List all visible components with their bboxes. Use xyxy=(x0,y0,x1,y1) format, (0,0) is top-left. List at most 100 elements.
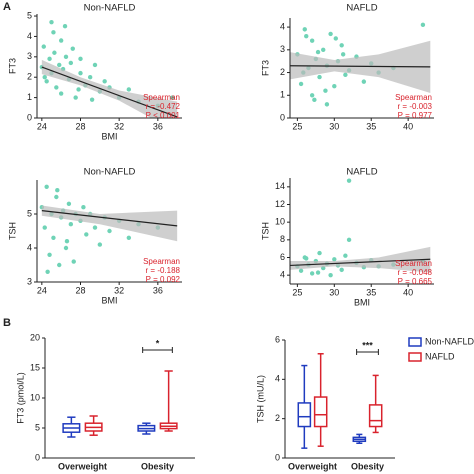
y-tick-label: 3 xyxy=(27,276,32,286)
point xyxy=(78,56,83,62)
point xyxy=(97,242,103,247)
annotation: r = -0.472 xyxy=(146,102,181,111)
point xyxy=(420,22,426,28)
y-axis-label: TSH xyxy=(7,222,17,240)
point xyxy=(343,253,348,258)
point xyxy=(58,91,64,96)
point xyxy=(66,201,72,206)
chart-title: NAFLD xyxy=(346,3,377,14)
chart-title: Non-NAFLD xyxy=(84,3,136,14)
y-tick-label: 4 xyxy=(27,31,32,41)
y-tick-label: 10 xyxy=(30,392,40,402)
y-tick-label: 5 xyxy=(27,10,32,20)
point xyxy=(70,46,75,51)
point xyxy=(107,228,112,234)
point xyxy=(102,79,107,84)
point xyxy=(41,44,46,49)
point xyxy=(317,74,322,80)
y-tick-label: 15 xyxy=(30,362,40,372)
y-tick-label: 4 xyxy=(275,374,280,384)
point xyxy=(76,87,81,92)
point xyxy=(304,33,309,39)
x-tick-label: 32 xyxy=(114,285,124,295)
point xyxy=(47,56,52,62)
point xyxy=(309,271,315,276)
box xyxy=(368,404,383,428)
confidence-band xyxy=(290,246,431,273)
point xyxy=(51,235,56,240)
point xyxy=(309,93,315,98)
y-tick-label: 14 xyxy=(275,181,285,191)
significance-label: *** xyxy=(362,340,373,350)
box xyxy=(297,402,312,428)
y-tick-label: 2 xyxy=(280,67,285,77)
x-axis-label: BMI xyxy=(101,131,117,141)
point xyxy=(84,232,89,237)
x-tick-label: 35 xyxy=(366,121,376,131)
annotation: P = 0.977 xyxy=(398,111,433,120)
y-tick-label: 1 xyxy=(280,90,285,100)
point xyxy=(317,250,322,256)
x-tick-label: 36 xyxy=(153,121,163,131)
point xyxy=(81,205,86,210)
x-tick-label: 35 xyxy=(366,287,376,297)
point xyxy=(170,95,175,100)
point xyxy=(52,50,57,55)
chart-title: NAFLD xyxy=(346,167,377,178)
x-tick-label: 40 xyxy=(403,121,413,131)
point xyxy=(68,60,74,66)
y-tick-label: 3 xyxy=(280,44,285,54)
point xyxy=(54,85,59,90)
point xyxy=(64,239,70,244)
x-tick-label: Obesity xyxy=(351,461,384,471)
point xyxy=(51,30,56,35)
legend-label: Non-NAFLD xyxy=(425,336,474,346)
annotation: r = -0.003 xyxy=(398,102,433,111)
trend-line xyxy=(41,66,178,118)
annotation: Spearman xyxy=(143,257,180,266)
panel-label: B xyxy=(3,317,11,329)
x-tick-label: 30 xyxy=(329,287,339,297)
point xyxy=(63,54,69,60)
confidence-band xyxy=(41,59,178,118)
y-tick-label: 0 xyxy=(27,112,32,122)
point xyxy=(62,24,68,29)
y-tick-label: 6 xyxy=(275,334,280,344)
point xyxy=(57,62,62,68)
point xyxy=(298,81,304,87)
point xyxy=(333,36,338,41)
x-tick-label: 24 xyxy=(37,285,47,295)
point xyxy=(321,47,326,53)
point xyxy=(340,52,346,57)
legend-swatch xyxy=(408,352,422,362)
y-tick-label: 4 xyxy=(280,270,285,280)
point xyxy=(63,245,69,251)
point xyxy=(47,252,52,257)
y-tick-label: 4 xyxy=(27,242,32,252)
point xyxy=(339,267,344,273)
panel-label: A xyxy=(3,1,11,13)
x-tick-label: 28 xyxy=(75,285,85,295)
point xyxy=(71,259,76,264)
point xyxy=(42,75,47,80)
point xyxy=(361,79,367,84)
point xyxy=(315,270,321,275)
point xyxy=(49,19,54,25)
annotation: Spearman xyxy=(395,93,432,102)
y-tick-label: 0 xyxy=(35,452,40,462)
y-tick-label: 1 xyxy=(27,92,32,102)
x-tick-label: 25 xyxy=(292,121,302,131)
point xyxy=(92,62,98,68)
point xyxy=(68,222,74,227)
y-tick-label: 2 xyxy=(27,72,32,82)
x-tick-label: 36 xyxy=(153,285,163,295)
y-tick-label: 20 xyxy=(30,332,40,342)
point xyxy=(323,88,328,93)
plot xyxy=(290,178,431,278)
point xyxy=(346,178,352,183)
x-axis-label: BMI xyxy=(101,295,117,305)
y-tick-label: 5 xyxy=(35,422,40,432)
x-tick-label: 30 xyxy=(329,121,339,131)
x-tick-label: 32 xyxy=(114,121,124,131)
